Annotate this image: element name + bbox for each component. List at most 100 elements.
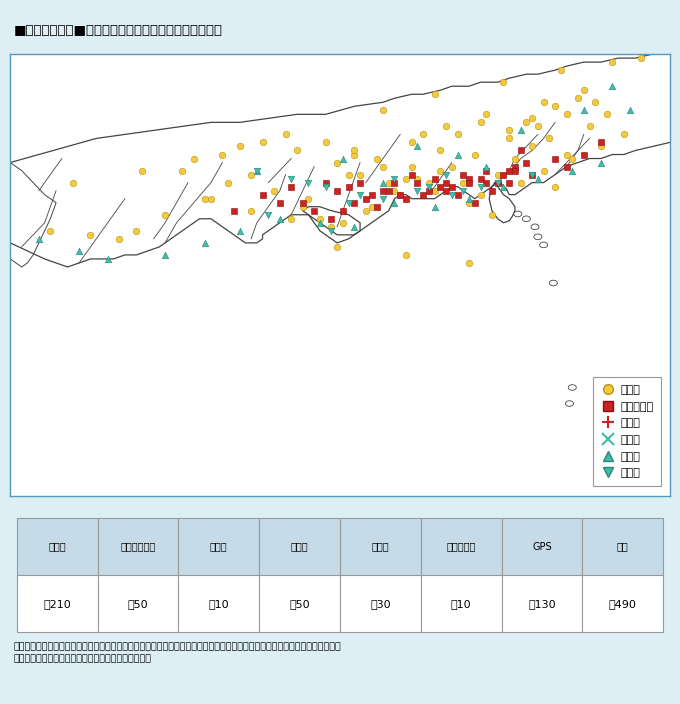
Point [274,197,285,208]
Point [429,201,440,213]
Point [596,157,607,168]
Point [452,149,463,160]
Point [200,237,211,249]
Text: 約10: 約10 [451,599,471,609]
Point [372,153,383,164]
Point [498,181,509,192]
Point [263,209,274,220]
Point [435,165,446,176]
Point [458,161,469,172]
Point [314,217,325,228]
Point [377,185,388,196]
Point [538,165,549,176]
Point [188,153,199,164]
Point [578,105,589,116]
Point [607,56,618,68]
Point [504,177,515,188]
Point [337,185,348,196]
Point [498,169,509,180]
Point [274,213,285,225]
Point [286,173,296,184]
Point [320,181,331,192]
Point [297,197,308,208]
Point [377,181,388,192]
Point [332,181,343,192]
Point [475,117,486,128]
Point [619,129,630,140]
Point [360,173,371,184]
Point [561,108,572,120]
Point [252,165,262,176]
Point [102,253,113,265]
Point [297,201,308,213]
Point [412,129,423,140]
Point [205,193,216,204]
Point [303,177,314,188]
Point [481,177,492,188]
Point [532,177,543,188]
Point [326,225,337,237]
Point [509,121,520,132]
Point [389,173,400,184]
Bar [340,575,421,632]
Point [607,80,618,92]
Point [596,141,607,152]
Point [424,177,435,188]
Point [487,209,498,220]
Point [234,141,245,152]
Point [481,108,492,120]
Point [366,201,377,213]
Point [269,169,279,180]
Bar [17,518,98,575]
Point [481,173,492,184]
Point [389,197,400,208]
Point [567,157,578,168]
Point [418,189,428,201]
Point [349,221,360,232]
Text: 約10: 約10 [209,599,229,609]
Point [509,161,520,172]
Point [624,105,635,116]
Circle shape [565,401,573,406]
Point [475,181,486,192]
Point [406,161,417,172]
Point [418,129,428,140]
Point [429,173,440,184]
Point [435,181,446,192]
Point [458,185,469,196]
Point [498,77,509,88]
Point [584,137,595,148]
Point [458,169,469,180]
Point [469,197,480,208]
Point [504,133,515,144]
Point [389,177,400,188]
Point [401,249,411,260]
Point [292,145,303,156]
Point [355,177,366,188]
Point [567,165,578,176]
Point [286,213,296,225]
Text: 約210: 約210 [44,599,71,609]
Bar [178,575,259,632]
Point [521,117,532,128]
Point [412,177,423,188]
Point [377,161,388,172]
Point [527,169,538,180]
Point [292,193,303,204]
Bar [17,575,98,632]
Point [527,113,538,124]
Point [624,89,635,100]
Point [286,181,296,192]
Point [435,169,446,180]
Point [487,177,498,188]
Point [464,197,475,208]
Point [424,181,435,192]
Point [549,181,560,192]
Point [384,177,394,188]
Point [366,189,377,201]
Point [332,157,343,168]
Point [395,161,406,172]
Point [309,189,320,201]
Point [527,169,538,180]
Point [424,177,435,188]
